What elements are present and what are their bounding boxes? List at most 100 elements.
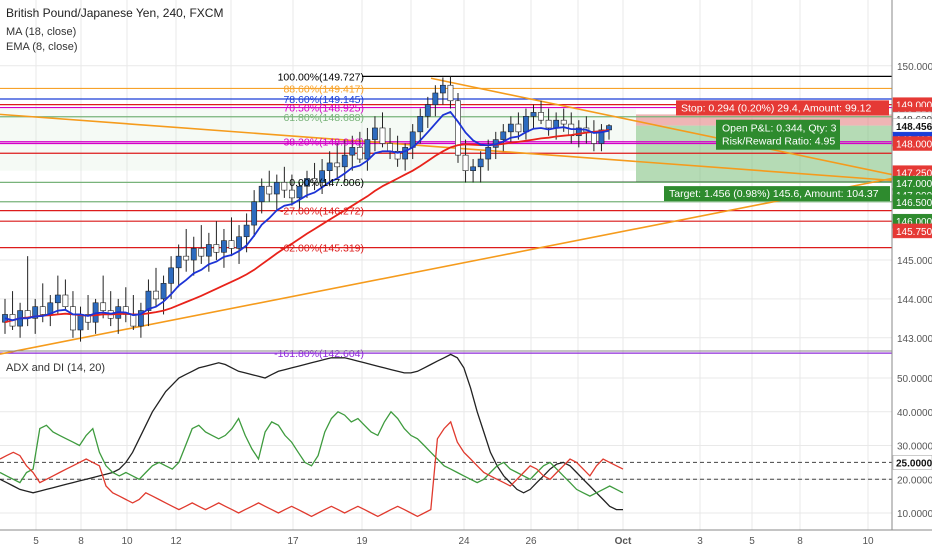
pnl-label-bg <box>716 119 840 150</box>
candle-body[interactable] <box>258 185 265 203</box>
candle-body[interactable] <box>575 127 582 137</box>
candle-body[interactable] <box>160 283 167 300</box>
candle-body[interactable] <box>236 236 242 249</box>
candle-body[interactable] <box>32 306 39 319</box>
candle-body[interactable] <box>560 119 567 125</box>
candle-body[interactable] <box>221 240 227 253</box>
candle-body[interactable] <box>304 178 310 187</box>
candle-body[interactable] <box>356 147 363 160</box>
candle-body[interactable] <box>288 189 295 199</box>
fib-level-label: -27.00%(146.272) <box>280 206 364 218</box>
candle-body[interactable] <box>334 162 341 168</box>
candle-body[interactable] <box>153 290 159 300</box>
candle-body[interactable] <box>598 129 605 144</box>
candle-body[interactable] <box>251 201 258 226</box>
candle-body[interactable] <box>341 154 348 168</box>
candle-body[interactable] <box>424 104 431 117</box>
candle-body[interactable] <box>319 170 325 183</box>
indicator-tick: 50.0000 <box>897 374 932 385</box>
candle-body[interactable] <box>515 123 522 133</box>
candle-body[interactable] <box>379 127 386 144</box>
fib-level-label: 0.00%(147.006) <box>289 177 364 189</box>
candle-body[interactable] <box>462 154 469 171</box>
candle-body[interactable] <box>439 84 446 94</box>
candle-body[interactable] <box>213 244 220 253</box>
candle-body[interactable] <box>70 306 76 331</box>
candle-body[interactable] <box>530 112 537 117</box>
candle-body[interactable] <box>394 150 401 160</box>
candle-body[interactable] <box>402 147 409 160</box>
price-badge-text: 147.000 <box>896 179 932 190</box>
ema-legend[interactable]: EMA (8, close) <box>6 41 78 53</box>
time-tick: 3 <box>697 536 703 547</box>
candle-body[interactable] <box>168 267 174 284</box>
candle-body[interactable] <box>85 314 91 323</box>
candle-body[interactable] <box>266 185 273 195</box>
candle-body[interactable] <box>455 100 461 156</box>
candle-body[interactable] <box>311 178 318 183</box>
di-plus-line <box>0 410 624 497</box>
candle-body[interactable] <box>417 116 424 133</box>
fib-level-label: 38.20%(148.046) <box>283 137 364 149</box>
stop-label: Stop: 0.294 (0.20%) 29.4, Amount: 99.12 <box>681 102 871 114</box>
candle-body[interactable] <box>538 112 544 121</box>
time-tick: 5 <box>749 536 755 547</box>
candle-body[interactable] <box>507 123 514 133</box>
candle-body[interactable] <box>326 162 333 171</box>
candle-body[interactable] <box>606 125 612 131</box>
candle-body[interactable] <box>175 255 182 269</box>
price-badge-text: 145.750 <box>896 227 932 238</box>
candle-body[interactable] <box>349 147 356 156</box>
moving-averages <box>4 110 610 324</box>
candle-body[interactable] <box>243 224 250 238</box>
candle-body[interactable] <box>183 255 190 261</box>
candle-body[interactable] <box>447 84 454 102</box>
candle-body[interactable] <box>470 166 476 171</box>
candle-body[interactable] <box>296 185 303 199</box>
candle-body[interactable] <box>54 294 61 304</box>
fib-level-label: 88.60%(149.417) <box>283 83 364 95</box>
indicator-axis[interactable]: 50.0000 40.0000 30.0000 20.0000 10.0000 25.00… <box>892 374 932 520</box>
candle-body[interactable] <box>77 314 84 331</box>
time-tick: 10 <box>121 536 133 547</box>
fib-level-label: 78.60%(149.145) <box>283 94 364 106</box>
fib-level-label: 100.00%(149.727) <box>278 71 364 83</box>
ma-legend[interactable]: MA (18, close) <box>6 26 76 38</box>
di-minus-line <box>0 420 624 518</box>
candle-body[interactable] <box>545 119 552 129</box>
price-badge <box>892 223 932 239</box>
candle-body[interactable] <box>372 127 378 140</box>
candle-body[interactable] <box>138 310 144 327</box>
candle-body[interactable] <box>205 244 212 257</box>
chart-title: British Pound/Japanese Yen, 240, FXCM <box>6 6 223 20</box>
candle-body[interactable] <box>432 92 439 105</box>
candle-body[interactable] <box>500 131 507 140</box>
candle-body[interactable] <box>387 143 393 152</box>
time-axis[interactable]: 5 8 10 12 17 19 24 26 Oct 3 5 8 10 <box>33 536 874 547</box>
candle-body[interactable] <box>228 240 235 249</box>
candle-body[interactable] <box>364 139 371 160</box>
target-label-bg <box>664 186 890 202</box>
candle-body[interactable] <box>62 294 69 307</box>
candle-body[interactable] <box>477 158 484 168</box>
candle-body[interactable] <box>523 116 529 133</box>
candle-body[interactable] <box>198 248 205 257</box>
candle-body[interactable] <box>485 147 492 160</box>
indicator-tick: 30.0000 <box>897 442 932 453</box>
candles[interactable] <box>2 76 612 342</box>
pnl-label: Open P&L: 0.344, Qty: 3 <box>722 123 837 135</box>
candle-body[interactable] <box>273 182 280 195</box>
candle-body[interactable] <box>100 302 107 311</box>
indicator-legend[interactable]: ADX and DI (14, 20) <box>6 362 105 374</box>
fib-level-label: 61.80%(148.688) <box>283 112 364 124</box>
candle-body[interactable] <box>130 314 137 327</box>
candle-body[interactable] <box>190 248 197 261</box>
candle-body[interactable] <box>281 182 288 191</box>
candle-body[interactable] <box>553 119 560 129</box>
position-labels: Stop: 0.294 (0.20%) 29.4, Amount: 99.12 O… <box>664 100 890 202</box>
candle-body[interactable] <box>39 306 46 315</box>
candle-body[interactable] <box>145 290 152 311</box>
stop-label-bg <box>676 100 889 116</box>
